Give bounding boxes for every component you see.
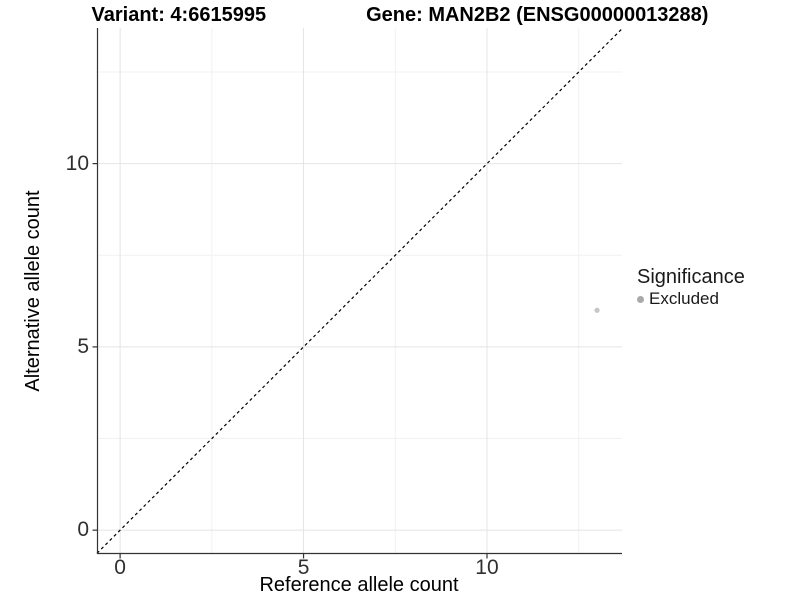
y-tick-label: 5 bbox=[77, 334, 89, 358]
x-tick-label: 0 bbox=[114, 556, 126, 579]
identity-line bbox=[96, 28, 623, 554]
chart-title: Variant: 4:6615995 Gene: MAN2B2 (ENSG000… bbox=[0, 4, 800, 27]
legend-title: Significance bbox=[637, 266, 745, 288]
data-point bbox=[594, 307, 600, 313]
legend-point-icon bbox=[637, 295, 644, 303]
legend-item-label: Excluded bbox=[649, 289, 719, 308]
x-tick-label: 5 bbox=[297, 556, 310, 579]
plot-panel bbox=[92, 28, 623, 559]
y-axis-title: Alternative allele count bbox=[22, 190, 44, 392]
y-tick-label: 10 bbox=[65, 151, 89, 175]
x-tick-label: 10 bbox=[475, 556, 499, 579]
legend: Significance Excluded bbox=[637, 266, 745, 309]
x-axis-title: Reference allele count bbox=[259, 574, 459, 596]
y-tick-label: 0 bbox=[77, 518, 89, 542]
legend-item-excluded: Excluded bbox=[637, 289, 745, 309]
chart-title-gene: Gene: MAN2B2 (ENSG00000013288) bbox=[366, 4, 709, 26]
chart-title-variant: Variant: 4:6615995 bbox=[91, 4, 267, 26]
